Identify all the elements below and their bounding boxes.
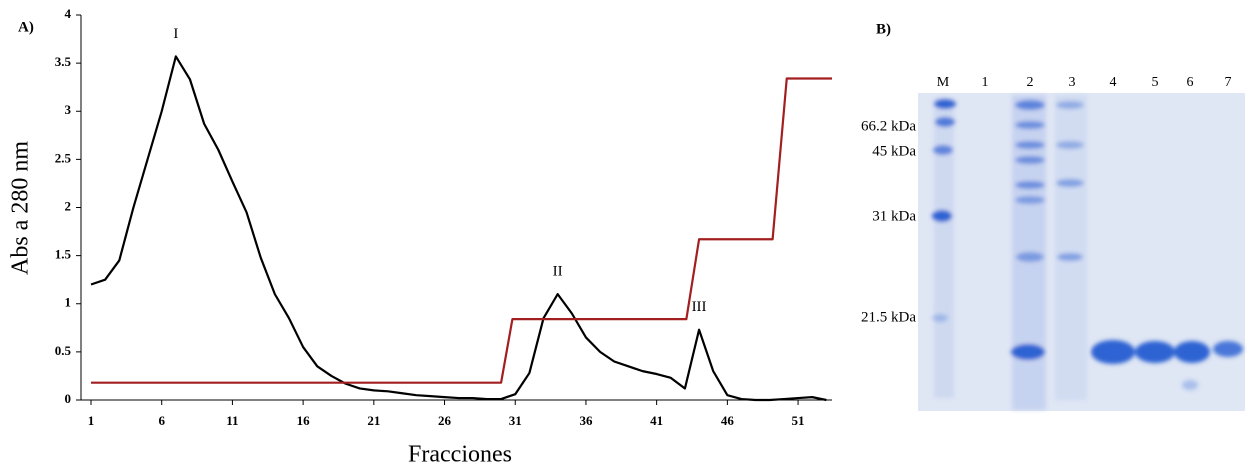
gel-bands: [932, 95, 1243, 410]
lane-label: 1: [982, 75, 989, 90]
x-axis-label: Fracciones: [408, 442, 512, 468]
y-tick-label: 2: [65, 198, 72, 213]
y-tick-label: 2.5: [55, 150, 72, 165]
marker-label: 31 kDa: [872, 208, 916, 224]
y-axis-label: Abs a 280 nm: [8, 141, 34, 275]
x-tick-label: 36: [579, 413, 593, 428]
marker-label: 66.2 kDa: [861, 118, 916, 134]
y-tick-label: 3: [65, 102, 72, 117]
x-tick-label: 41: [650, 413, 663, 428]
x-tick-label: 1: [88, 413, 95, 428]
lane-label: M: [937, 75, 950, 90]
x-tick-label: 6: [158, 413, 165, 428]
peak-label: I: [173, 26, 178, 42]
x-tick-label: 26: [438, 413, 452, 428]
lane-label: 4: [1110, 75, 1117, 90]
x-tick-label: 16: [297, 413, 311, 428]
lane-label: 2: [1027, 75, 1034, 90]
y-tick-label: 3.5: [55, 54, 72, 69]
y-tick-label: 0.5: [55, 343, 72, 358]
peak-label: II: [553, 264, 563, 280]
panel-label: A): [18, 19, 34, 35]
x-tick-label: 51: [792, 413, 805, 428]
x-tick-label: 11: [226, 413, 238, 428]
series-line: [90, 55, 827, 402]
y-tick-label: 1: [65, 295, 72, 310]
panel-label: B): [876, 21, 891, 37]
y-tick-label: 1.5: [55, 247, 72, 262]
y-tick-label: 4: [65, 6, 72, 21]
lane-label: 3: [1069, 75, 1076, 90]
series-line: [91, 77, 832, 384]
gel-image: [918, 93, 1245, 411]
x-tick-label: 46: [721, 413, 735, 428]
lane-label: 6: [1187, 75, 1194, 90]
x-tick-label: 31: [509, 413, 522, 428]
y-tick-label: 0: [65, 391, 72, 406]
x-tick-label: 21: [367, 413, 380, 428]
lane-label: 5: [1152, 75, 1159, 90]
marker-label: 45 kDa: [872, 143, 916, 159]
lane-label: 7: [1225, 75, 1232, 90]
marker-label: 21.5 kDa: [861, 309, 916, 325]
peak-label: III: [692, 299, 707, 315]
